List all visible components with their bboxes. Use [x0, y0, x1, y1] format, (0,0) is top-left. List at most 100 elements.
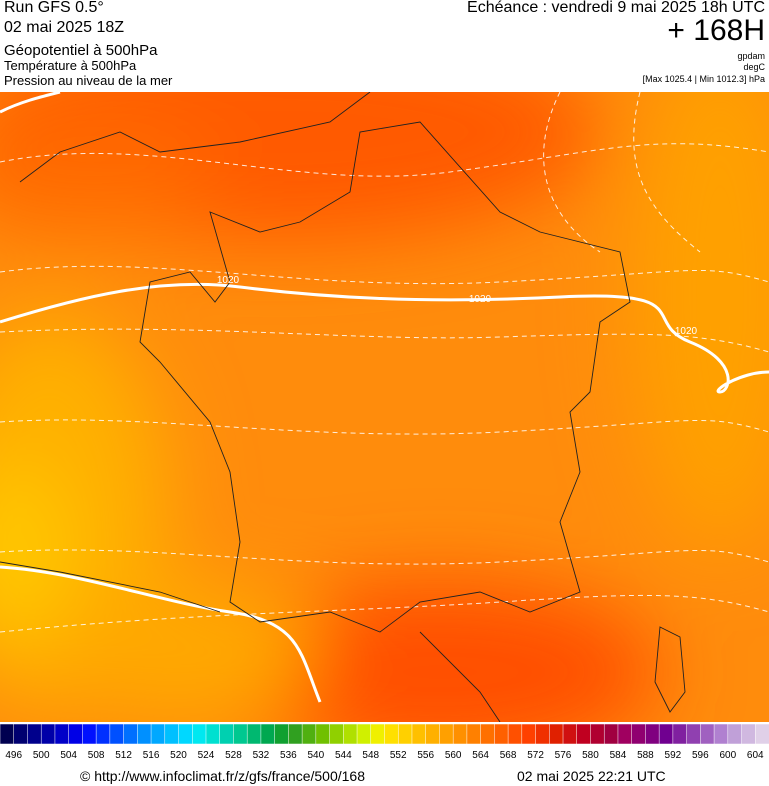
- colorbar-label: 568: [500, 750, 517, 761]
- colorbar-swatch: [741, 724, 757, 745]
- colorbar-swatch: [576, 724, 592, 745]
- map: 1020 1020 1020: [0, 92, 769, 722]
- colorbar-swatch: [0, 724, 15, 745]
- colorbar-label: 496: [5, 750, 22, 761]
- colorbar-swatch: [727, 724, 743, 745]
- colorbar-swatch: [246, 724, 262, 745]
- colorbar-swatch: [260, 724, 276, 745]
- colorbar-swatch: [82, 724, 97, 745]
- colorbar-swatch: [123, 724, 139, 745]
- colorbar-swatch: [494, 724, 509, 745]
- source-url: © http://www.infoclimat.fr/z/gfs/france/…: [80, 768, 365, 784]
- colorbar-swatch: [658, 724, 674, 745]
- colorbar-label: 540: [307, 750, 324, 761]
- colorbar-swatch: [343, 724, 358, 745]
- colorbar-label: 516: [143, 750, 160, 761]
- colorbar-swatch: [397, 724, 413, 745]
- colorbar-swatch: [645, 724, 660, 745]
- generated-time: 02 mai 2025 22:21 UTC: [517, 768, 666, 784]
- colorbar-label: 520: [170, 750, 187, 761]
- colorbar-swatch: [384, 724, 399, 745]
- colorbar-swatch: [356, 724, 372, 745]
- unit-label: degC: [743, 62, 765, 72]
- colorbar-swatch: [329, 724, 345, 745]
- colorbar-swatch: [27, 724, 42, 745]
- colorbar-swatch: [219, 724, 235, 745]
- colorbar-swatch: [95, 724, 111, 745]
- colorbar-swatch: [205, 724, 221, 745]
- colorbar-swatch: [411, 724, 427, 745]
- colorbar-swatch: [40, 724, 56, 745]
- colorbar-label: 512: [115, 750, 132, 761]
- colorbar-swatch: [507, 724, 523, 745]
- colorbar-swatch: [617, 724, 633, 745]
- colorbar-swatch: [549, 724, 564, 745]
- colorbar-swatch: [713, 724, 729, 745]
- colorbar-swatch: [54, 724, 70, 745]
- colorbar-label: 564: [472, 750, 489, 761]
- run-date: 02 mai 2025 18Z: [4, 19, 125, 36]
- isobar-label: 1020: [217, 275, 240, 286]
- colorbar-label: 548: [362, 750, 379, 761]
- colorbar-label: 576: [555, 750, 572, 761]
- colorbar-label: 580: [582, 750, 599, 761]
- unit-label: gpdam: [737, 51, 765, 61]
- isobars: [0, 92, 769, 703]
- coastline: [0, 92, 686, 722]
- colorbar-swatch: [68, 724, 84, 745]
- isotherms: [0, 92, 769, 633]
- lead-time: + 168H: [667, 14, 765, 47]
- colorbar-swatch: [755, 724, 769, 745]
- colorbar-label: 544: [335, 750, 352, 761]
- colorbar-label: 584: [610, 750, 627, 761]
- colorbar-swatch: [233, 724, 248, 745]
- colorbar-label: 556: [417, 750, 434, 761]
- colorbar-label: 524: [198, 750, 215, 761]
- colorbar-swatch: [672, 724, 688, 745]
- colorbar-label: 552: [390, 750, 407, 761]
- layer-label: Pression au niveau de la mer: [4, 73, 173, 88]
- colorbar-swatch: [700, 724, 715, 745]
- valid-time: Echéance : vendredi 9 mai 2025 18h UTC: [467, 0, 765, 16]
- colorbar-swatch: [686, 724, 702, 745]
- colorbar-swatch: [590, 724, 605, 745]
- colorbar-label: 504: [60, 750, 77, 761]
- colorbar-label: 536: [280, 750, 297, 761]
- colorbar-swatch: [288, 724, 303, 745]
- colorbar-swatch: [178, 724, 193, 745]
- colorbar-swatch: [13, 724, 29, 745]
- isobar-label: 1020: [469, 294, 492, 305]
- colorbar-swatch: [631, 724, 647, 745]
- colorbar-label: 528: [225, 750, 242, 761]
- colorbar-swatch: [301, 724, 317, 745]
- colorbar-swatch: [150, 724, 166, 745]
- colorbar-swatch: [274, 724, 290, 745]
- unit-label: [Max 1025.4 | Min 1012.3] hPa: [642, 74, 765, 84]
- colorbar-swatch: [315, 724, 331, 745]
- colorbar: 496 500 504 508 512 516 520 524 528 532 536 540 544 5…: [0, 724, 769, 761]
- colorbar-swatch: [164, 724, 180, 745]
- colorbar-swatch: [370, 724, 386, 745]
- colorbar-swatch: [480, 724, 496, 745]
- colorbar-label: 560: [445, 750, 462, 761]
- colorbar-label: 500: [33, 750, 50, 761]
- layer-label: Température à 500hPa: [4, 58, 137, 73]
- colorbar-swatch: [521, 724, 537, 745]
- colorbar-label: 596: [692, 750, 709, 761]
- layer-label: Géopotentiel à 500hPa: [4, 42, 158, 59]
- colorbar-label: 592: [665, 750, 682, 761]
- colorbar-label: 588: [637, 750, 654, 761]
- colorbar-swatch: [466, 724, 482, 745]
- colorbar-label: 572: [527, 750, 544, 761]
- colorbar-label: 508: [88, 750, 105, 761]
- colorbar-swatch: [535, 724, 551, 745]
- colorbar-swatch: [452, 724, 468, 745]
- colorbar-swatch: [137, 724, 152, 745]
- colorbar-swatch: [192, 724, 207, 745]
- colorbar-swatch: [109, 724, 125, 745]
- colorbar-label: 532: [253, 750, 270, 761]
- colorbar-swatch: [425, 724, 441, 745]
- colorbar-swatch: [603, 724, 619, 745]
- colorbar-swatch: [562, 724, 578, 745]
